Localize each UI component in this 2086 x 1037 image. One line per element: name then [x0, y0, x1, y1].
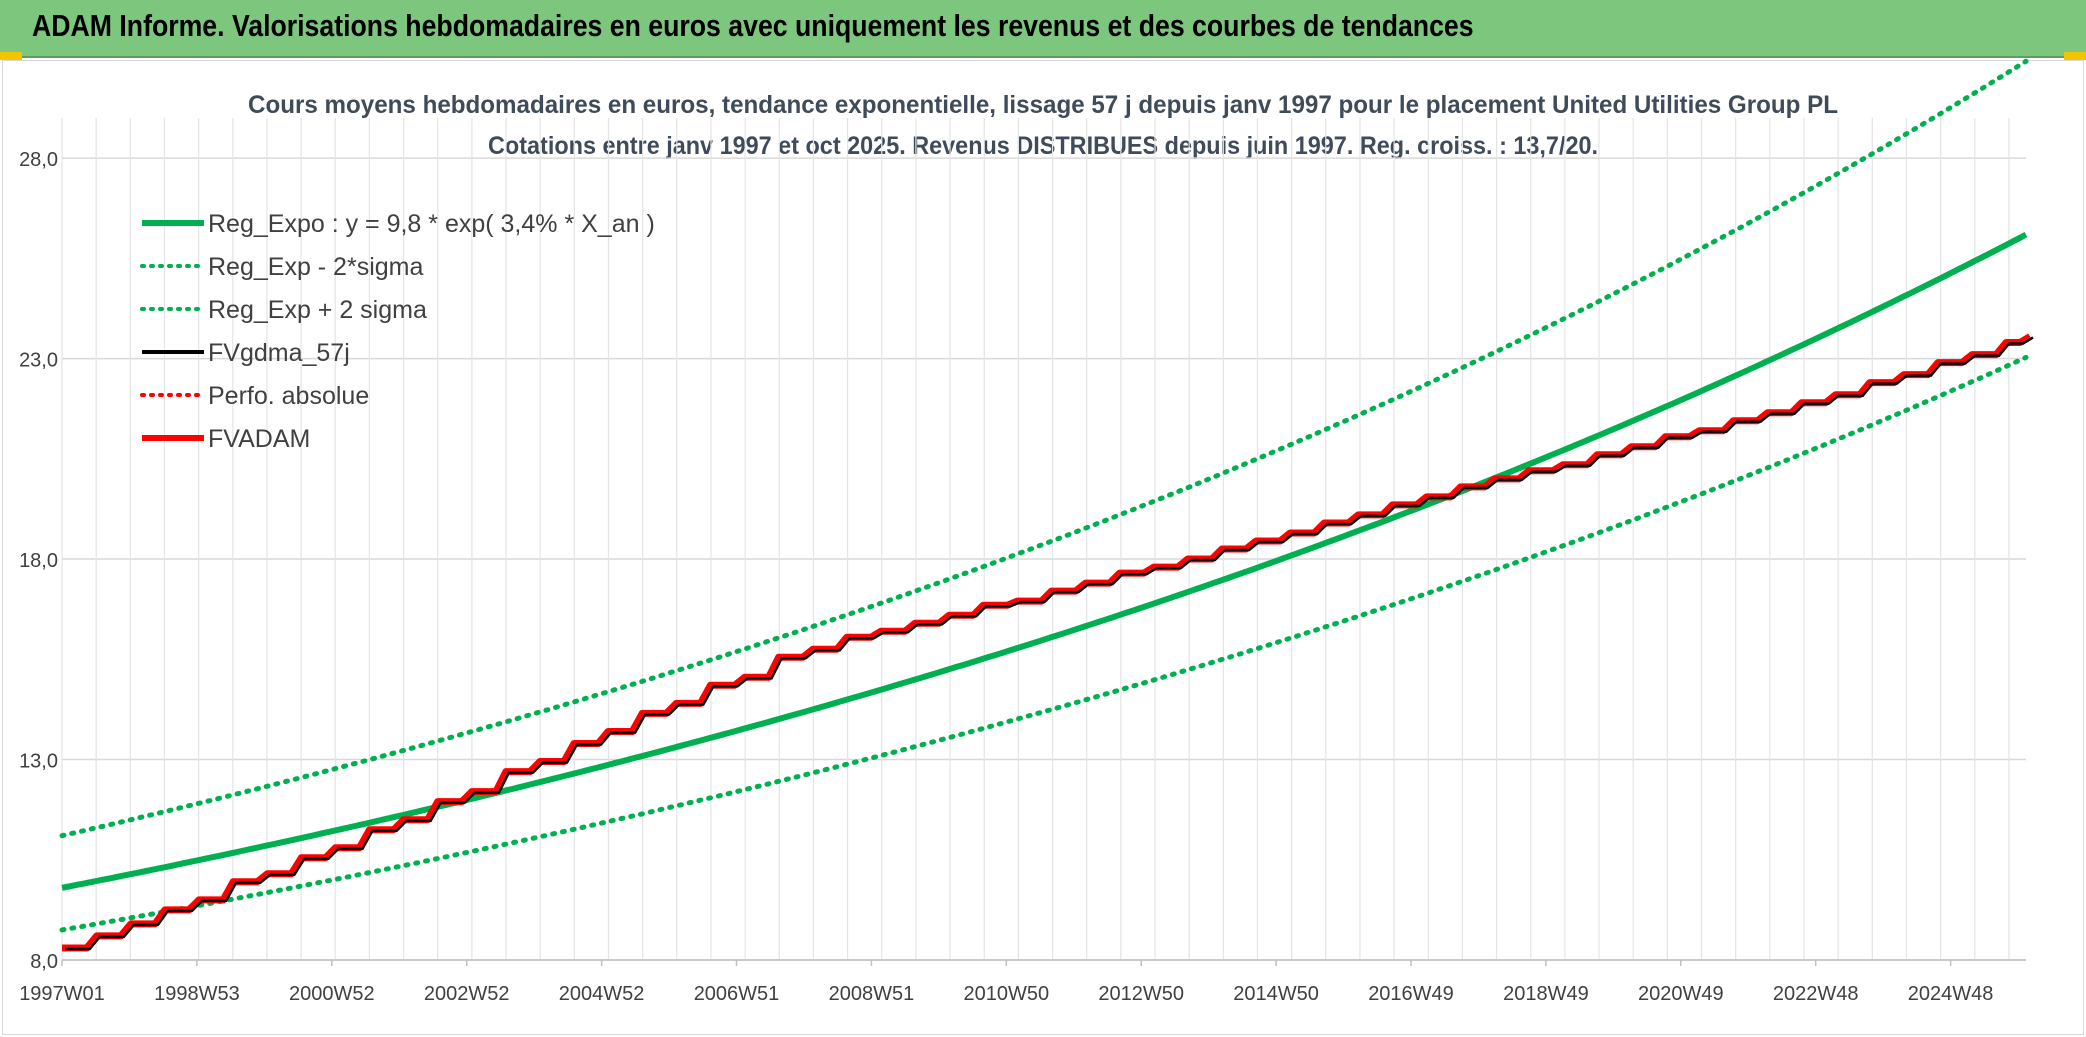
chart-subtitle: Cotations entre janv 1997 et oct 2025. R… [488, 132, 1598, 160]
legend-label: Reg_Expo : y = 9,8 * exp( 3,4% * X_an ) [208, 210, 655, 238]
x-tick-label: 2018W49 [1503, 983, 1589, 1005]
x-tick-label: 2016W49 [1368, 983, 1454, 1005]
x-tick-label: 2006W51 [694, 983, 780, 1005]
series-perfo-absolue [62, 335, 2031, 949]
axes: 8,0 13,0 18,0 23,0 28,0 1997W01 1998W53 2000W52… [19, 149, 2026, 1005]
legend-label: Reg_Exp - 2*sigma [208, 253, 423, 281]
x-tick-label: 2024W48 [1908, 983, 1994, 1005]
report-banner: ADAM Informe. Valorisations hebdomadaire… [0, 0, 2086, 58]
series-reg-exp-plus-2sigma [59, 58, 2029, 839]
y-tick-label: 18,0 [19, 550, 58, 572]
x-tick-label: 2012W50 [1098, 983, 1184, 1005]
legend-label: FVgdma_57j [208, 339, 350, 367]
chart-title: Cours moyens hebdomadaires en euros, ten… [248, 91, 1838, 119]
x-tick-label: 2020W49 [1638, 983, 1724, 1005]
x-tick-label: 2014W50 [1233, 983, 1319, 1005]
y-tick-label: 13,0 [19, 751, 58, 773]
legend-label: Perfo. absolue [208, 382, 369, 410]
y-tick-label: 23,0 [19, 350, 58, 372]
series-reg-exp-minus-2sigma [59, 354, 2029, 933]
x-tick-label: 2022W48 [1773, 983, 1859, 1005]
corner-marker-left [0, 52, 22, 60]
series-layer [59, 58, 2034, 952]
legend: Reg_Expo : y = 9,8 * exp( 3,4% * X_an ) R… [140, 210, 655, 453]
report-title: ADAM Informe. Valorisations hebdomadaire… [32, 8, 1474, 43]
y-tick-label: 8,0 [30, 951, 58, 973]
x-tick-label: 2000W52 [289, 983, 375, 1005]
x-tick-label: 1997W01 [19, 983, 105, 1005]
x-tick-label: 2004W52 [559, 983, 645, 1005]
legend-label: Reg_Exp + 2 sigma [208, 296, 427, 324]
x-tick-label: 2002W52 [424, 983, 510, 1005]
corner-marker-right [2064, 52, 2086, 60]
legend-label: FVADAM [208, 425, 310, 453]
chart-frame [2, 60, 2084, 1035]
series-reg-expo [61, 231, 2028, 891]
series-fvgdma-57j [65, 336, 2034, 951]
x-tick-label: 2008W51 [829, 983, 915, 1005]
y-tick-label: 28,0 [19, 149, 58, 171]
grid [61, 118, 2026, 961]
series-fvadam [62, 333, 2032, 952]
x-tick-label: 1998W53 [154, 983, 240, 1005]
x-tick-label: 2010W50 [963, 983, 1049, 1005]
